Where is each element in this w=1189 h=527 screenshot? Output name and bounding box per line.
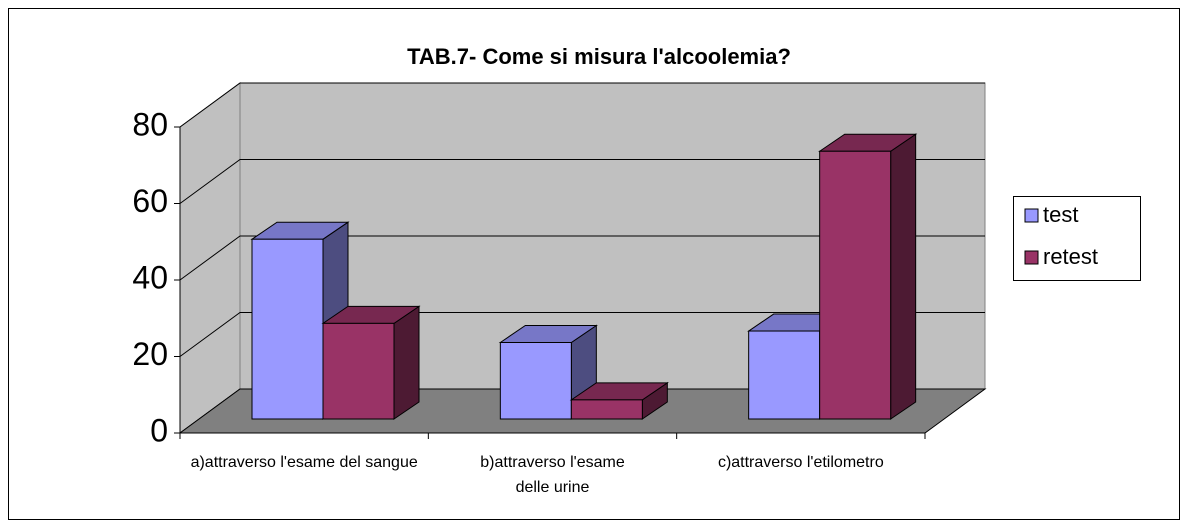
bar-side — [393, 305, 420, 420]
bar-front — [499, 342, 572, 420]
bar-front — [819, 150, 892, 420]
y-tick-label: 0 — [150, 412, 168, 448]
grid-line — [179, 235, 985, 281]
bar-side — [890, 133, 917, 420]
bar — [569, 381, 669, 420]
grid-line — [179, 159, 985, 204]
legend-box — [1013, 196, 1141, 281]
bar-front — [251, 238, 324, 420]
legend-swatch — [1024, 250, 1039, 265]
x-tick-label: b)attraverso l'esame delle urine — [480, 454, 625, 496]
y-tick-label: 20 — [132, 336, 168, 372]
chart-title: TAB.7- Come si misura l'alcoolemia? — [407, 44, 791, 69]
y-tick-label: 60 — [132, 183, 168, 219]
bar-front — [322, 322, 395, 420]
bar — [321, 305, 421, 420]
bar-front — [570, 399, 643, 420]
legend-swatch — [1024, 208, 1039, 223]
x-tick-label: c)attraverso l'etilometro — [717, 454, 884, 471]
grid-line — [179, 82, 985, 128]
y-tick-label: 40 — [132, 259, 168, 295]
x-tick-label: a)attraverso l'esame del sangue — [190, 454, 418, 471]
bar-front — [748, 330, 821, 420]
bar — [818, 133, 918, 420]
grid-line — [179, 312, 985, 357]
y-tick-label: 80 — [132, 106, 168, 142]
legend-label: test — [1043, 202, 1078, 227]
legend-label: retest — [1043, 244, 1098, 269]
